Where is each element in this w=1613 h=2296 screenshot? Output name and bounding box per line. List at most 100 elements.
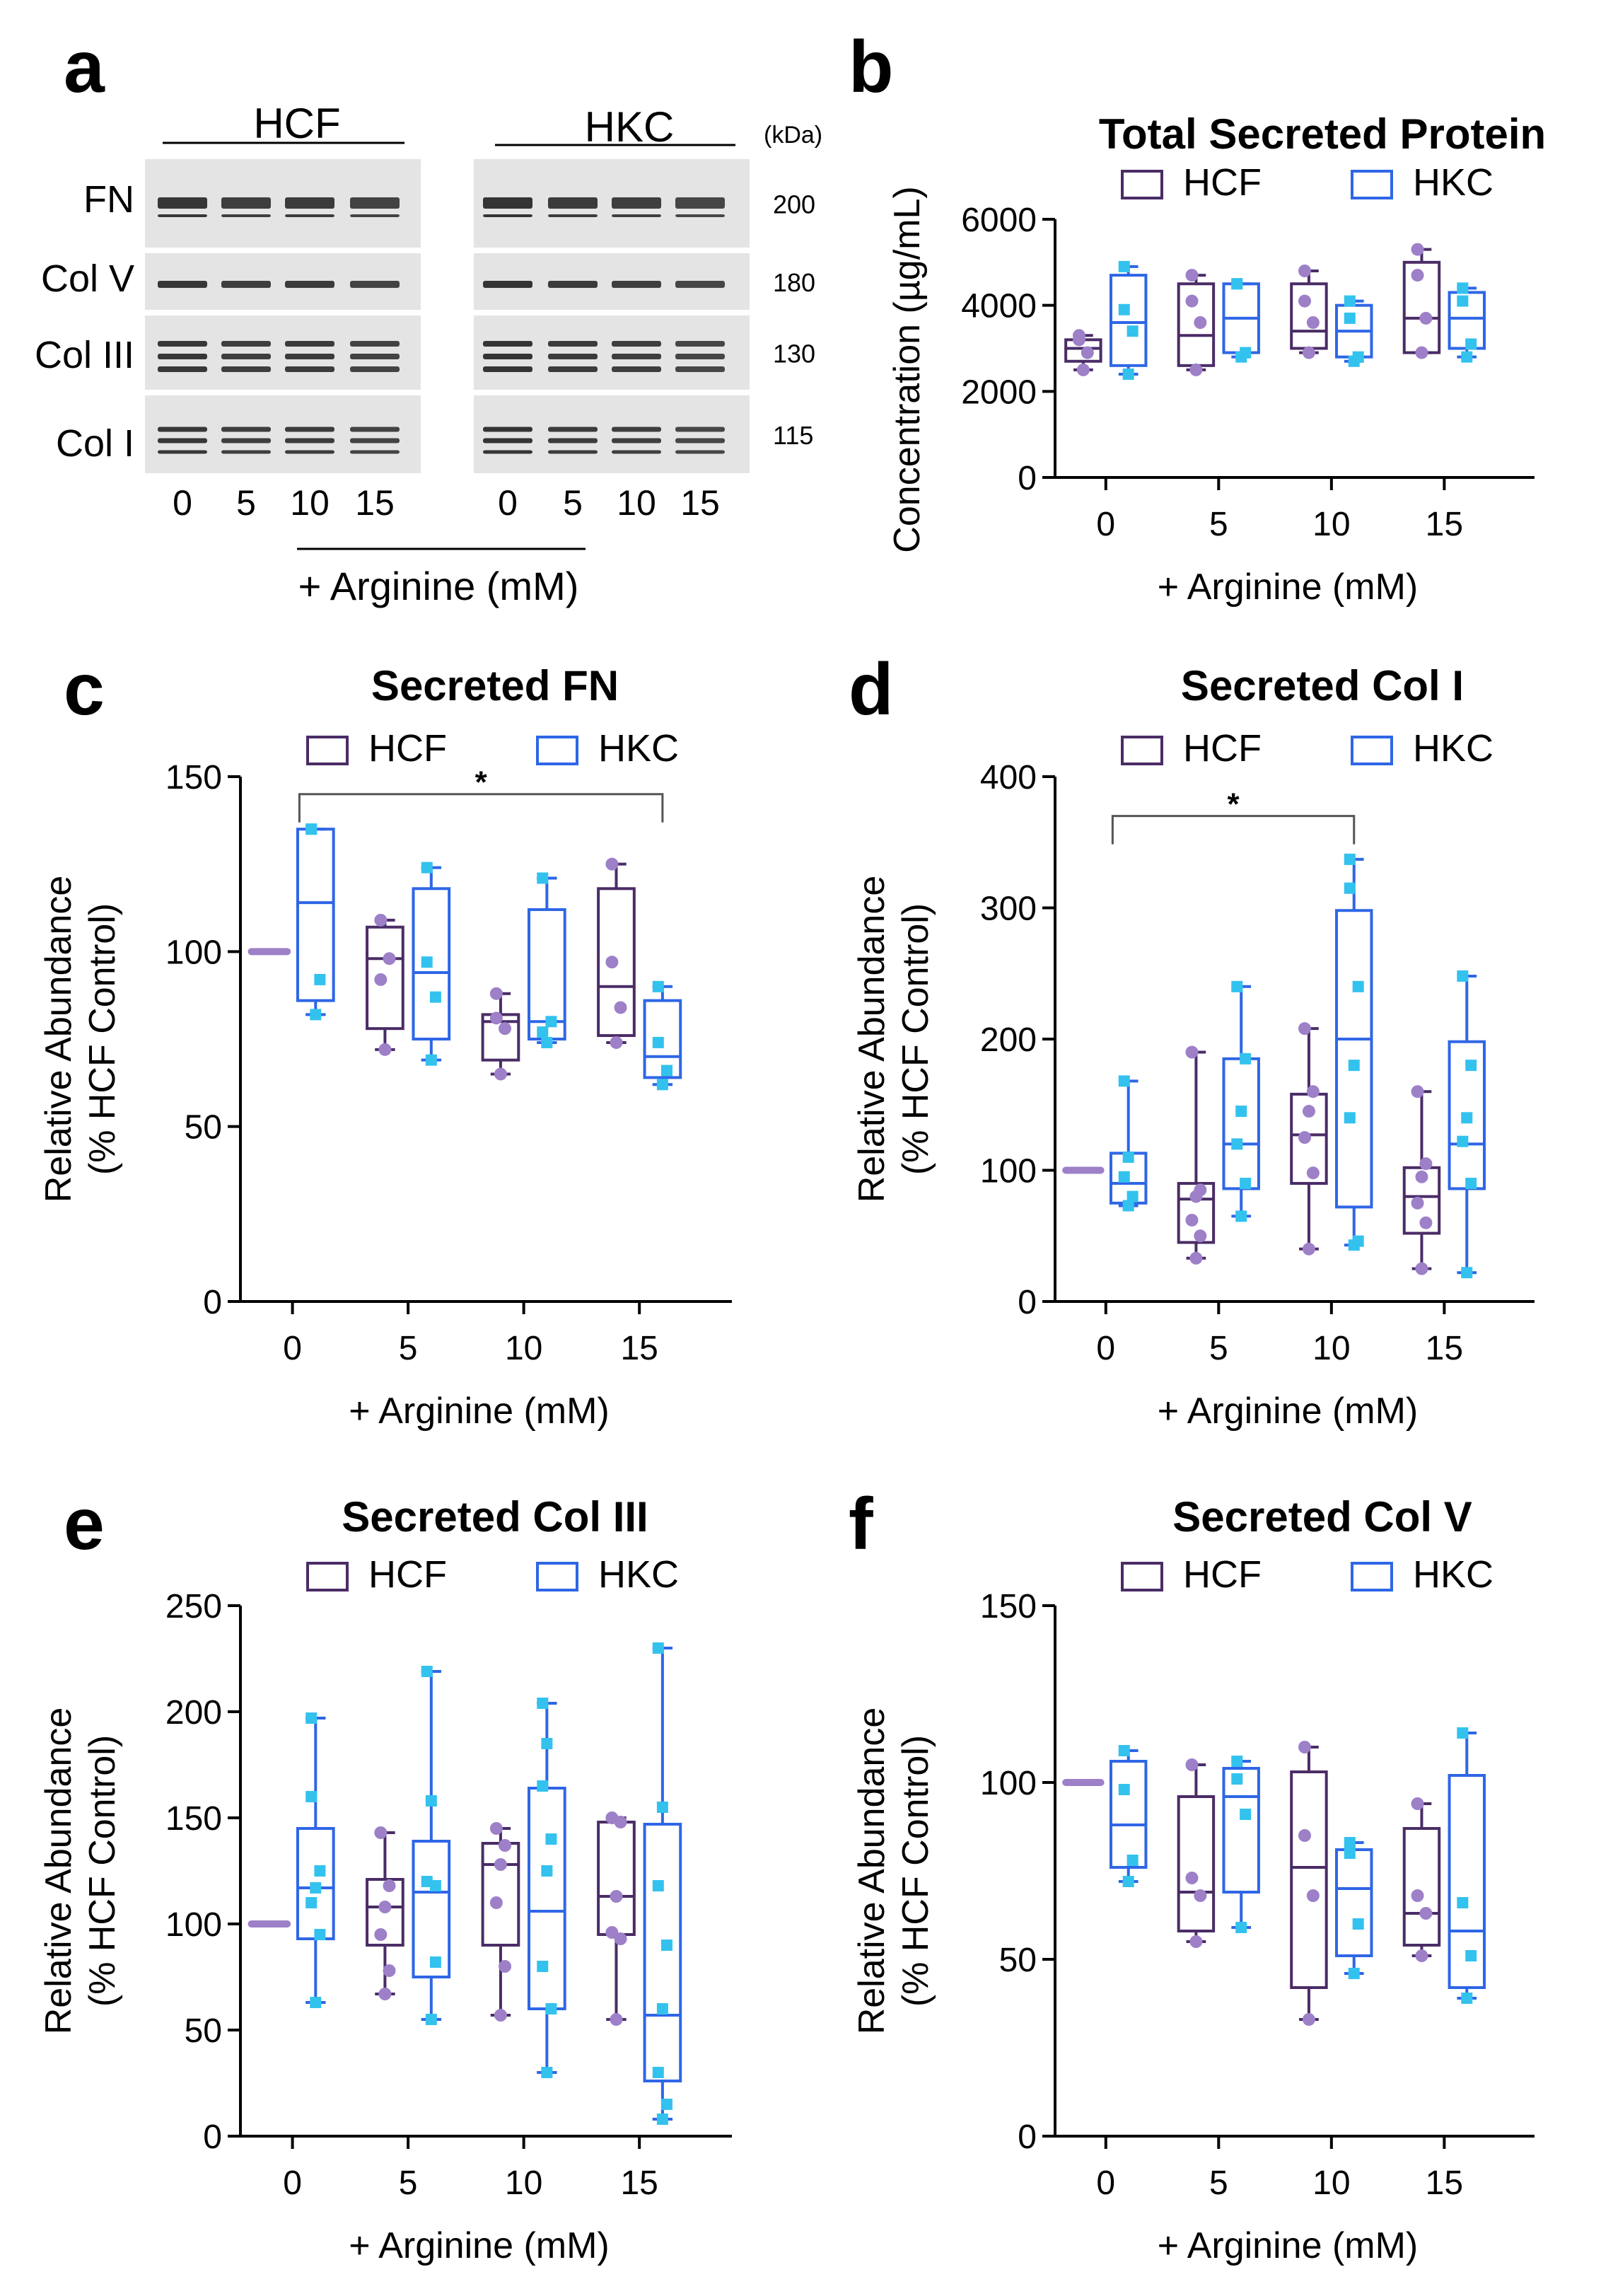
y-tick-label: 50 bbox=[999, 1942, 1037, 1979]
x-tick-label: 0 bbox=[1096, 1330, 1115, 1367]
box-hkc-5 bbox=[412, 1666, 451, 2025]
blot-band bbox=[548, 438, 598, 443]
box-hkc-0 bbox=[296, 1712, 335, 2008]
blot-group-hcf-label: HCF bbox=[253, 100, 340, 147]
data-point bbox=[1231, 1756, 1243, 1767]
box-hcf-10 bbox=[481, 1822, 520, 2022]
blot-band bbox=[675, 438, 725, 443]
blot-band bbox=[675, 341, 725, 347]
y-tick-label: 200 bbox=[980, 1021, 1037, 1059]
data-point bbox=[1415, 1262, 1428, 1275]
box-hkc-0 bbox=[1109, 1745, 1148, 1887]
data-point bbox=[374, 1826, 388, 1839]
blot-band bbox=[612, 354, 661, 359]
x-tick-label: 10 bbox=[505, 1330, 542, 1367]
box-hkc-15 bbox=[1448, 282, 1486, 363]
blot-band bbox=[221, 438, 271, 443]
box-hcf-15 bbox=[1402, 1085, 1441, 1275]
data-point bbox=[1118, 1745, 1130, 1756]
data-point bbox=[1298, 1741, 1312, 1753]
data-point bbox=[374, 1928, 388, 1941]
blot-band bbox=[221, 341, 271, 347]
legend-swatch-hcf bbox=[1121, 736, 1163, 765]
blot-band bbox=[158, 438, 207, 443]
chart-title: Total Secreted Protein bbox=[1099, 110, 1546, 158]
data-point bbox=[383, 1879, 396, 1892]
blot-kda-header: (kDa) bbox=[764, 122, 822, 149]
x-tick-label: 10 bbox=[1312, 1330, 1350, 1367]
data-point bbox=[614, 1816, 627, 1828]
data-point bbox=[425, 1795, 437, 1807]
data-point bbox=[499, 1022, 512, 1036]
data-point bbox=[1419, 1907, 1433, 1920]
data-point bbox=[1122, 369, 1134, 380]
x-tick-label: 5 bbox=[399, 2164, 418, 2202]
data-point bbox=[494, 1858, 507, 1871]
y-axis-label: Relative Abundance bbox=[851, 876, 892, 1203]
blot-lane-label: 15 bbox=[680, 483, 720, 523]
legend-label-hcf: HCF bbox=[368, 727, 447, 770]
data-point bbox=[1348, 1968, 1360, 1979]
data-point bbox=[1302, 1242, 1315, 1256]
data-point bbox=[310, 1009, 322, 1021]
y-tick-label: 100 bbox=[980, 1153, 1037, 1190]
blot-band bbox=[158, 427, 207, 432]
data-point bbox=[541, 1865, 553, 1877]
box-iqr bbox=[1222, 1767, 1260, 1894]
x-tick-label: 15 bbox=[620, 2164, 658, 2202]
data-point bbox=[1411, 1797, 1424, 1810]
box-hcf-5 bbox=[366, 913, 404, 1056]
blot-band bbox=[158, 197, 207, 209]
data-point bbox=[1118, 1075, 1130, 1087]
blot-band bbox=[350, 427, 400, 432]
box-iqr bbox=[597, 887, 636, 1038]
data-point bbox=[1465, 338, 1477, 350]
blot-band bbox=[158, 450, 207, 454]
data-point bbox=[656, 1079, 668, 1091]
x-axis-label: + Arginine (mM) bbox=[1158, 2225, 1418, 2266]
blot-band bbox=[483, 214, 532, 217]
blot-band bbox=[221, 214, 271, 217]
legend-swatch-hcf bbox=[306, 1562, 349, 1591]
data-point bbox=[499, 1839, 512, 1852]
y-tick-label: 100 bbox=[165, 1906, 222, 1944]
blot-band bbox=[285, 354, 334, 359]
blot-band bbox=[548, 354, 598, 359]
box-hcf-5 bbox=[1177, 1758, 1216, 1948]
data-point bbox=[1081, 346, 1094, 359]
blot-band bbox=[612, 281, 661, 288]
data-point bbox=[1235, 1210, 1247, 1222]
blot-lane-label: 5 bbox=[563, 483, 583, 523]
data-point bbox=[1122, 1876, 1134, 1887]
blot-kda-value: 130 bbox=[773, 340, 815, 369]
data-point bbox=[660, 1065, 672, 1077]
blot-lane-label: 10 bbox=[290, 483, 330, 523]
data-point bbox=[610, 1890, 623, 1903]
data-point bbox=[1457, 1897, 1469, 1908]
data-point bbox=[1411, 1196, 1424, 1210]
data-point bbox=[1118, 303, 1130, 315]
data-point bbox=[421, 862, 433, 874]
blot-rows: FN 200 Col V 180 Col III 130 Col I 115 bbox=[35, 159, 815, 473]
blot-band bbox=[612, 427, 661, 432]
box-iqr bbox=[366, 925, 404, 1031]
data-point bbox=[1415, 1170, 1428, 1183]
blot-lane-label: 5 bbox=[236, 483, 256, 523]
box-hkc-5 bbox=[1222, 1756, 1260, 1933]
data-point bbox=[1465, 1178, 1477, 1190]
data-point bbox=[374, 973, 388, 986]
y-tick-label: 200 bbox=[165, 1694, 222, 1732]
chart-legend: HCF HKC bbox=[306, 1553, 679, 1596]
data-point bbox=[1185, 269, 1199, 282]
data-point bbox=[614, 1001, 627, 1014]
blot-band bbox=[612, 197, 661, 209]
data-point bbox=[1240, 1809, 1252, 1820]
box-iqr bbox=[1290, 1770, 1328, 1989]
blot-row-label: Col I bbox=[56, 422, 134, 465]
blot-band bbox=[483, 281, 532, 288]
data-point bbox=[605, 1926, 619, 1939]
blot-band bbox=[675, 366, 725, 372]
chart-legend: HCF HKC bbox=[1121, 161, 1493, 204]
legend-swatch-hcf bbox=[1121, 170, 1163, 199]
blot-band bbox=[350, 281, 400, 288]
